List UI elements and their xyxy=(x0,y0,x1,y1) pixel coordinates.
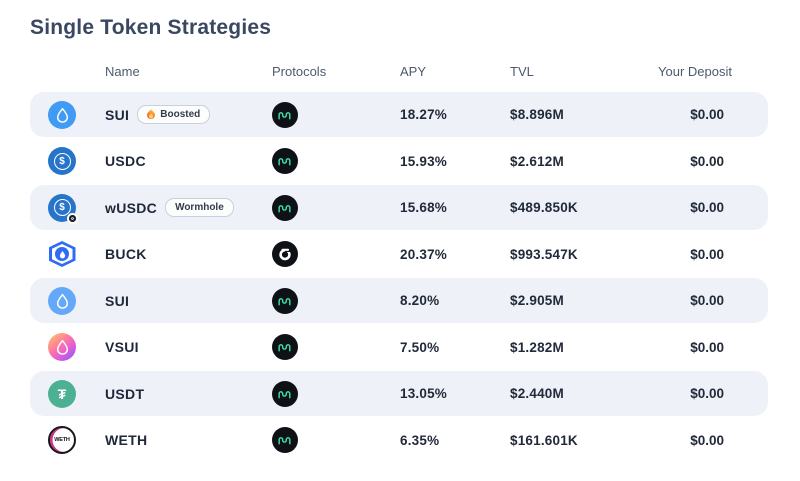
navi-protocol-icon xyxy=(272,194,298,221)
tvl-value: $8.896M xyxy=(510,107,564,122)
apy-value: 8.20% xyxy=(400,293,440,308)
token-name: SUI xyxy=(105,292,130,309)
usdc-token-icon: $ xyxy=(48,147,76,175)
header-your-deposit: Your Deposit xyxy=(658,64,732,79)
deposit-value: $0.00 xyxy=(690,339,724,355)
navi-protocol-icon xyxy=(272,427,298,453)
deposit-value: $0.00 xyxy=(690,293,724,308)
navi-protocol-icon xyxy=(272,380,298,407)
strategies-table: Name Protocols APY TVL Your Deposit SUI … xyxy=(30,64,768,463)
apy-value: 20.37% xyxy=(400,246,447,262)
apy-value: 18.27% xyxy=(400,107,447,122)
navi-protocol-icon xyxy=(272,334,298,360)
tvl-value: $489.850K xyxy=(510,200,578,215)
single-token-strategies-page: Single Token Strategies Name Protocols A… xyxy=(0,0,800,463)
apy-value: 15.93% xyxy=(400,153,447,169)
table-row[interactable]: $ USDC 15.93% $2.612M $0.00 xyxy=(30,139,768,184)
apy-value: 7.50% xyxy=(400,339,440,355)
token-name: BUCK xyxy=(105,246,147,262)
wormhole-dot-icon xyxy=(67,212,78,224)
weth-logo-text: WETH xyxy=(54,437,70,443)
tether-symbol-icon: ₮ xyxy=(57,385,67,402)
table-row[interactable]: BUCK 20.37% $993.547K $0.00 xyxy=(30,232,768,277)
dollar-icon: $ xyxy=(53,152,71,170)
apy-value: 15.68% xyxy=(400,200,447,215)
sui-token-icon xyxy=(48,286,76,315)
fire-icon xyxy=(145,108,157,121)
navi-protocol-icon xyxy=(272,101,298,128)
header-name: Name xyxy=(105,64,140,79)
deposit-value: $0.00 xyxy=(690,386,724,401)
tvl-value: $2.905M xyxy=(510,293,564,308)
bucket-protocol-icon xyxy=(272,241,298,267)
token-name: wUSDC xyxy=(105,199,158,216)
token-name: SUI xyxy=(105,106,130,123)
tvl-value: $1.282M xyxy=(510,339,564,355)
deposit-value: $0.00 xyxy=(690,107,724,122)
page-title: Single Token Strategies xyxy=(30,16,272,39)
token-name: WETH xyxy=(105,432,148,448)
usdt-token-icon: ₮ xyxy=(48,379,76,408)
header-tvl: TVL xyxy=(510,64,534,79)
token-name: USDC xyxy=(105,153,146,169)
weth-token-icon: WETH xyxy=(48,426,76,454)
table-row[interactable]: $ wUSDC Wormhole 15.68% $489.850K $0.00 xyxy=(30,185,768,230)
table-row[interactable]: ₮ USDT 13.05% $2.440M $0.00 xyxy=(30,371,768,416)
table-row[interactable]: VSUI 7.50% $1.282M $0.00 xyxy=(30,325,768,370)
deposit-value: $0.00 xyxy=(690,246,724,262)
badge-label: Boosted xyxy=(160,109,201,120)
token-name: USDT xyxy=(105,385,145,402)
sui-token-icon xyxy=(48,100,76,129)
tvl-value: $993.547K xyxy=(510,246,578,262)
table-row[interactable]: SUI Boosted 18.27% $8.896M $0.00 xyxy=(30,92,768,137)
table-header: Name Protocols APY TVL Your Deposit xyxy=(30,64,768,79)
badge-label: Wormhole xyxy=(175,202,224,213)
tvl-value: $2.612M xyxy=(510,153,564,169)
navi-protocol-icon xyxy=(272,287,298,314)
header-apy: APY xyxy=(400,64,427,79)
deposit-value: $0.00 xyxy=(690,432,724,448)
deposit-value: $0.00 xyxy=(690,153,724,169)
tvl-value: $161.601K xyxy=(510,432,578,448)
wusdc-token-icon: $ xyxy=(48,193,78,224)
deposit-value: $0.00 xyxy=(690,200,724,215)
vsui-token-icon xyxy=(48,333,76,361)
wormhole-badge: Wormhole xyxy=(165,198,234,217)
apy-value: 13.05% xyxy=(400,386,447,401)
boosted-badge: Boosted xyxy=(137,105,211,124)
table-row[interactable]: WETH WETH 6.35% $161.601K $0.00 xyxy=(30,418,768,463)
header-protocols: Protocols xyxy=(272,64,327,79)
table-row[interactable]: SUI 8.20% $2.905M $0.00 xyxy=(30,278,768,323)
buck-token-icon xyxy=(48,240,76,268)
token-name: VSUI xyxy=(105,339,139,355)
navi-protocol-icon xyxy=(272,148,298,174)
apy-value: 6.35% xyxy=(400,432,440,448)
dollar-icon: $ xyxy=(53,199,71,216)
tvl-value: $2.440M xyxy=(510,386,564,401)
